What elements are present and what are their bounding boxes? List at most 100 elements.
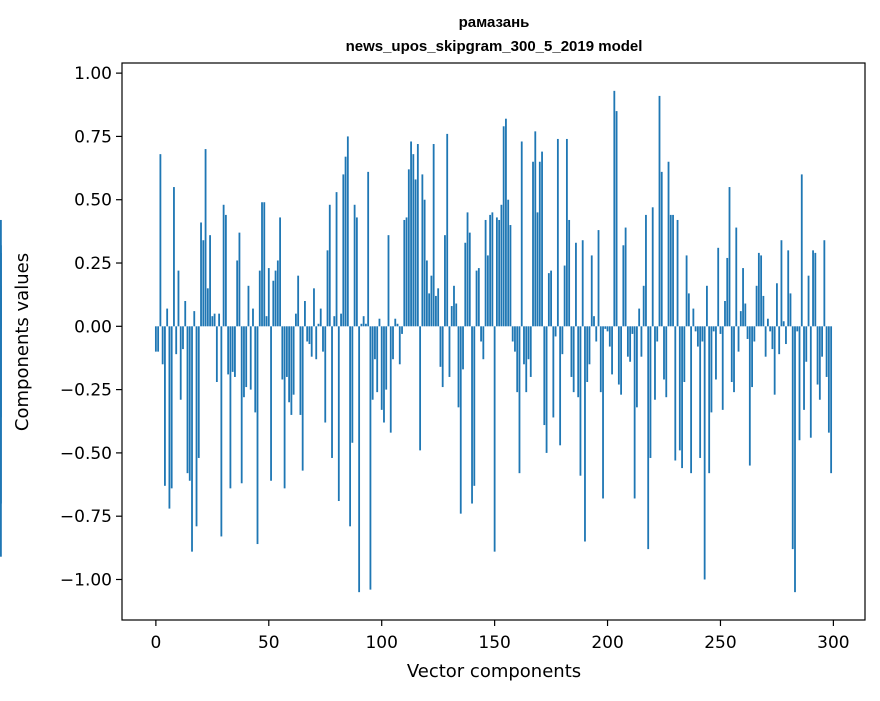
- bar-86: [349, 326, 351, 527]
- bar-214: [638, 308, 641, 327]
- bar-4: [164, 326, 166, 486]
- bar-182: [565, 138, 568, 327]
- x-tick-label: 150: [478, 633, 510, 653]
- bar-5: [166, 308, 169, 327]
- bar-257: [735, 227, 738, 327]
- bar-80: [335, 192, 338, 327]
- bar-83: [342, 174, 345, 327]
- y-tick-label: 1.00: [74, 64, 112, 84]
- bar-199: [604, 326, 607, 329]
- bar-78: [331, 326, 333, 458]
- bar-0: [154, 326, 157, 352]
- bar-138: [466, 212, 469, 327]
- bar-273: [771, 326, 774, 350]
- bars-layer: [0, 90, 833, 593]
- bar-71: [315, 326, 318, 360]
- bar-37: [238, 232, 241, 327]
- bar-215: [640, 326, 643, 357]
- bar-167: [532, 161, 534, 327]
- bar-153: [500, 204, 503, 327]
- bar-195: [595, 326, 598, 342]
- bar-74: [322, 326, 324, 352]
- bar-103: [387, 235, 390, 327]
- bar-54: [276, 260, 279, 327]
- bar-56: [281, 326, 284, 380]
- bar-178: [556, 138, 559, 327]
- bar-174: [547, 273, 550, 327]
- bar-43: [252, 308, 254, 327]
- bar-249: [717, 247, 720, 327]
- bar-148: [489, 214, 492, 327]
- bar-66: [304, 300, 306, 327]
- bar-225: [663, 326, 665, 380]
- bar-3: [161, 326, 164, 365]
- bar-46: [258, 270, 261, 327]
- bar-188: [579, 326, 582, 476]
- bar-202: [611, 326, 613, 375]
- bar-234: [683, 326, 686, 383]
- bar-181: [563, 265, 566, 327]
- y-tick-label: 0.00: [74, 317, 112, 337]
- bar-255: [730, 326, 733, 383]
- bar-72: [317, 323, 320, 327]
- bar-185: [572, 326, 575, 393]
- bar-120: [425, 260, 428, 327]
- bar-35: [234, 326, 236, 377]
- bar-194: [593, 316, 595, 327]
- bar-98: [376, 326, 379, 393]
- bar-undefined: [0, 219, 2, 327]
- bar-92: [362, 316, 365, 327]
- bar-198: [602, 326, 604, 499]
- bar-61: [292, 326, 295, 395]
- bar-171: [541, 151, 543, 327]
- bar-264: [751, 326, 753, 388]
- bar-200: [606, 326, 609, 332]
- bar-218: [647, 326, 650, 550]
- bar-190: [584, 326, 586, 542]
- bar-139: [468, 232, 471, 327]
- bar-100: [380, 326, 383, 410]
- bar-64: [299, 326, 302, 415]
- bar-undefined: [0, 326, 2, 557]
- bar-254: [728, 187, 731, 327]
- bar-15: [188, 326, 191, 481]
- bar-27: [215, 326, 218, 383]
- bar-97: [374, 326, 376, 360]
- bar-233: [681, 326, 683, 469]
- bar-289: [807, 275, 810, 327]
- bar-140: [471, 326, 473, 504]
- bar-101: [383, 326, 385, 423]
- bar-38: [240, 326, 243, 484]
- bar-205: [617, 326, 620, 385]
- bar-261: [744, 303, 747, 327]
- bar-2: [159, 154, 162, 327]
- bar-149: [491, 212, 494, 327]
- bar-45: [256, 326, 259, 545]
- bar-211: [631, 326, 634, 334]
- bar-114: [412, 154, 415, 327]
- bar-122: [430, 275, 433, 327]
- bar-169: [536, 212, 539, 327]
- bar-22: [204, 149, 207, 327]
- y-tick-label: −0.75: [60, 507, 112, 527]
- bar-175: [550, 270, 552, 327]
- bar-203: [613, 90, 616, 327]
- bar-285: [798, 326, 801, 441]
- bar-210: [629, 326, 632, 362]
- bar-298: [827, 326, 830, 433]
- bar-189: [581, 240, 584, 327]
- bar-160: [516, 326, 519, 393]
- bar-104: [389, 326, 392, 433]
- bar-23: [206, 288, 209, 327]
- bar-32: [227, 326, 230, 375]
- bar-209: [626, 326, 629, 357]
- bar-131: [450, 306, 453, 327]
- bar-269: [762, 295, 765, 327]
- bar-151: [495, 217, 498, 327]
- bar-165: [527, 326, 530, 360]
- bar-87: [351, 326, 354, 443]
- y-tick-label: −0.50: [60, 444, 112, 464]
- bar-36: [236, 260, 239, 327]
- bar-231: [676, 219, 679, 327]
